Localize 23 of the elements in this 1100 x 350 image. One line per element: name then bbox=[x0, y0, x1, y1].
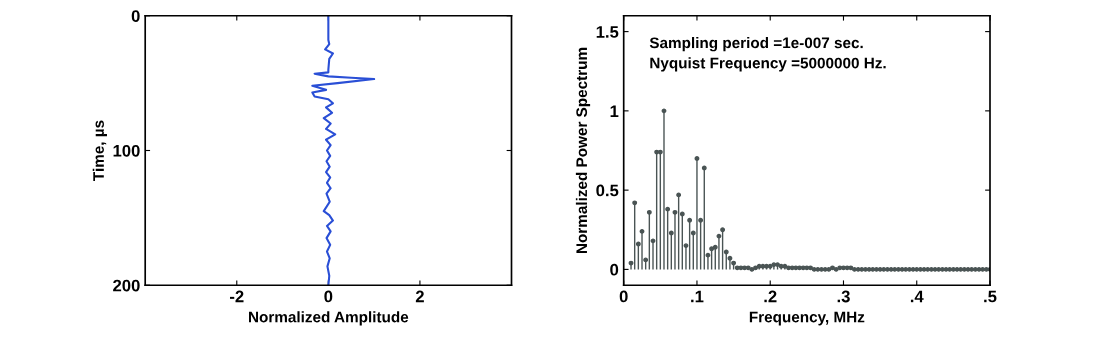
y-tick-label: 1.5 bbox=[596, 26, 619, 38]
x-tick-label: 0 bbox=[619, 290, 628, 303]
x-tick-label: .2 bbox=[764, 290, 777, 303]
x-tick-label: .5 bbox=[984, 290, 997, 303]
x-tick-label: -2 bbox=[230, 290, 244, 303]
line-series bbox=[311, 15, 376, 286]
y-tick-label: 1 bbox=[610, 105, 619, 117]
y-tick-label: 200 bbox=[113, 279, 140, 292]
y-axis-title: Normalized Power Spectrum bbox=[575, 47, 591, 254]
y-tick-label: 0 bbox=[131, 10, 140, 22]
x-tick-label: .3 bbox=[837, 290, 850, 303]
annotation: Nyquist Frequency =5000000 Hz. bbox=[650, 57, 886, 72]
x-axis-title: Frequency, MHz bbox=[749, 311, 865, 326]
y-tick-label: 0.5 bbox=[596, 184, 619, 197]
y-axis-title: Time, µs bbox=[92, 120, 107, 181]
y-tick-label: 0 bbox=[610, 263, 619, 276]
y-tick-label: 100 bbox=[113, 144, 140, 157]
x-tick-label: 0 bbox=[324, 290, 333, 303]
annotation: Sampling period =1e-007 sec. bbox=[649, 37, 863, 52]
x-axis-title: Normalized Amplitude bbox=[249, 311, 409, 326]
x-tick-label: .4 bbox=[910, 290, 924, 303]
x-tick-label: .1 bbox=[691, 290, 704, 303]
x-tick-label: 2 bbox=[415, 290, 424, 303]
